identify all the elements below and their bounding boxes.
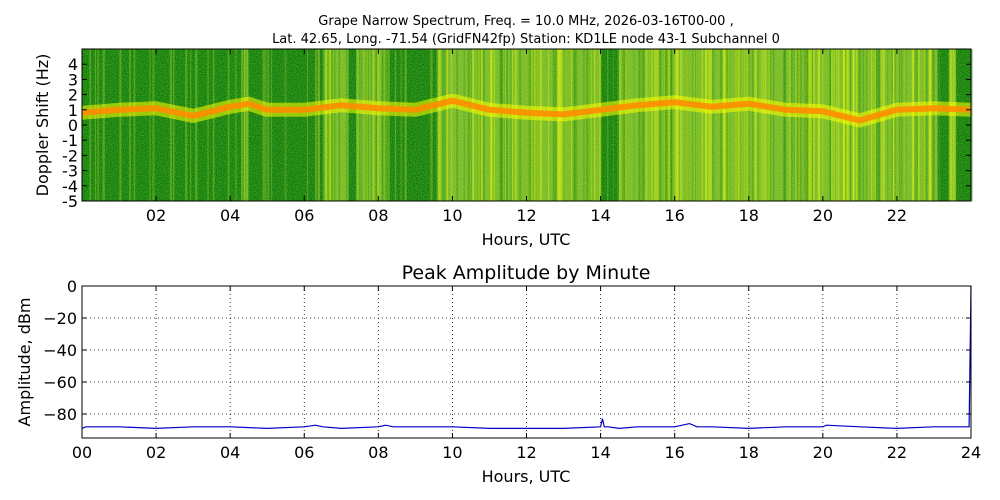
amplitude-x-label: Hours, UTC (482, 467, 571, 486)
spectrogram-x-label: Hours, UTC (482, 230, 571, 249)
amplitude-panel: Peak Amplitude by Minute 00 02 04 06 08 10 12 1… (15, 262, 981, 486)
spectrogram-y-tick-label: 4 (68, 55, 78, 74)
spectrogram-streak (970, 49, 973, 201)
spectrogram-y-tick-label: 0 (68, 116, 78, 135)
spectrogram-y-label: Doppler Shift (Hz) (33, 54, 52, 197)
spectrogram-y-tick-label: 3 (68, 70, 78, 89)
amplitude-x-tick-label: 24 (961, 443, 981, 462)
amplitude-x-tick-label: 16 (664, 443, 684, 462)
amplitude-y-tick-label: −20 (43, 309, 77, 328)
amplitude-x-tick-label: 04 (220, 443, 240, 462)
amplitude-y-tick-label: 0 (67, 277, 77, 296)
spectrogram-y-tick-label: -2 (62, 146, 78, 165)
spectrogram-x-tick-label: 04 (220, 206, 240, 225)
spectrogram-x-tick-label: 22 (887, 206, 907, 225)
amplitude-x-tick-label: 10 (442, 443, 462, 462)
amplitude-x-tick-label: 20 (813, 443, 833, 462)
amplitude-x-tick-label: 14 (590, 443, 610, 462)
amplitude-x-tick-label: 12 (516, 443, 536, 462)
amplitude-y-label: Amplitude, dBm (15, 298, 34, 427)
amplitude-grid (81, 285, 972, 438)
spectrogram-x-tick-label: 02 (146, 206, 166, 225)
spectrogram-y-tick-label: -4 (62, 177, 78, 196)
spectrogram-x-tick-label: 08 (368, 206, 388, 225)
spectrogram-noise (82, 49, 971, 201)
spectrogram-y-tick-label: 1 (68, 101, 78, 120)
figure-title-line1: Grape Narrow Spectrum, Freq. = 10.0 MHz,… (318, 14, 733, 29)
doppler-trace-line (81, 97, 972, 124)
amplitude-x-tick-label: 22 (887, 443, 907, 462)
amplitude-x-tick-label: 18 (739, 443, 759, 462)
amplitude-y-tick-label: −40 (43, 341, 77, 360)
spectrogram-x-tick-label: 12 (516, 206, 536, 225)
amplitude-x-tick-label: 08 (368, 443, 388, 462)
spectrogram-y-tick-label: -3 (62, 162, 78, 181)
spectrogram-x-tick-label: 14 (590, 206, 610, 225)
spectrogram-x-tick-label: 10 (442, 206, 462, 225)
spectrogram-y-tick-label: -5 (62, 192, 78, 211)
spectrogram-x-tick-label: 06 (294, 206, 314, 225)
figure-title-line2: Lat. 42.65, Long. -71.54 (GridFN42fp) St… (272, 32, 780, 47)
amplitude-x-tick-label: 06 (294, 443, 314, 462)
amplitude-y-tick-label: −60 (43, 373, 77, 392)
amplitude-series-line (81, 285, 972, 430)
amplitude-title: Peak Amplitude by Minute (402, 262, 651, 284)
spectrogram-x-tick-label: 18 (739, 206, 759, 225)
spectrogram-x-ticks: 02 04 06 08 10 12 14 16 18 20 22 (146, 49, 907, 225)
spectrogram-y-tick-label: -1 (62, 131, 78, 150)
amplitude-x-tick-label: 02 (146, 443, 166, 462)
amplitude-x-ticks: 00 02 04 06 08 10 12 14 16 18 20 22 24 (72, 286, 981, 462)
spectrogram-y-tick-label: 2 (68, 86, 78, 105)
spectrogram-x-tick-label: 20 (813, 206, 833, 225)
doppler-trace (81, 93, 972, 128)
amplitude-x-tick-label: 00 (72, 443, 92, 462)
amplitude-y-tick-label: −80 (43, 405, 77, 424)
spectrogram-x-tick-label: 16 (664, 206, 684, 225)
amplitude-y-ticks: 0 −20 −40 −60 −80 (43, 277, 971, 424)
